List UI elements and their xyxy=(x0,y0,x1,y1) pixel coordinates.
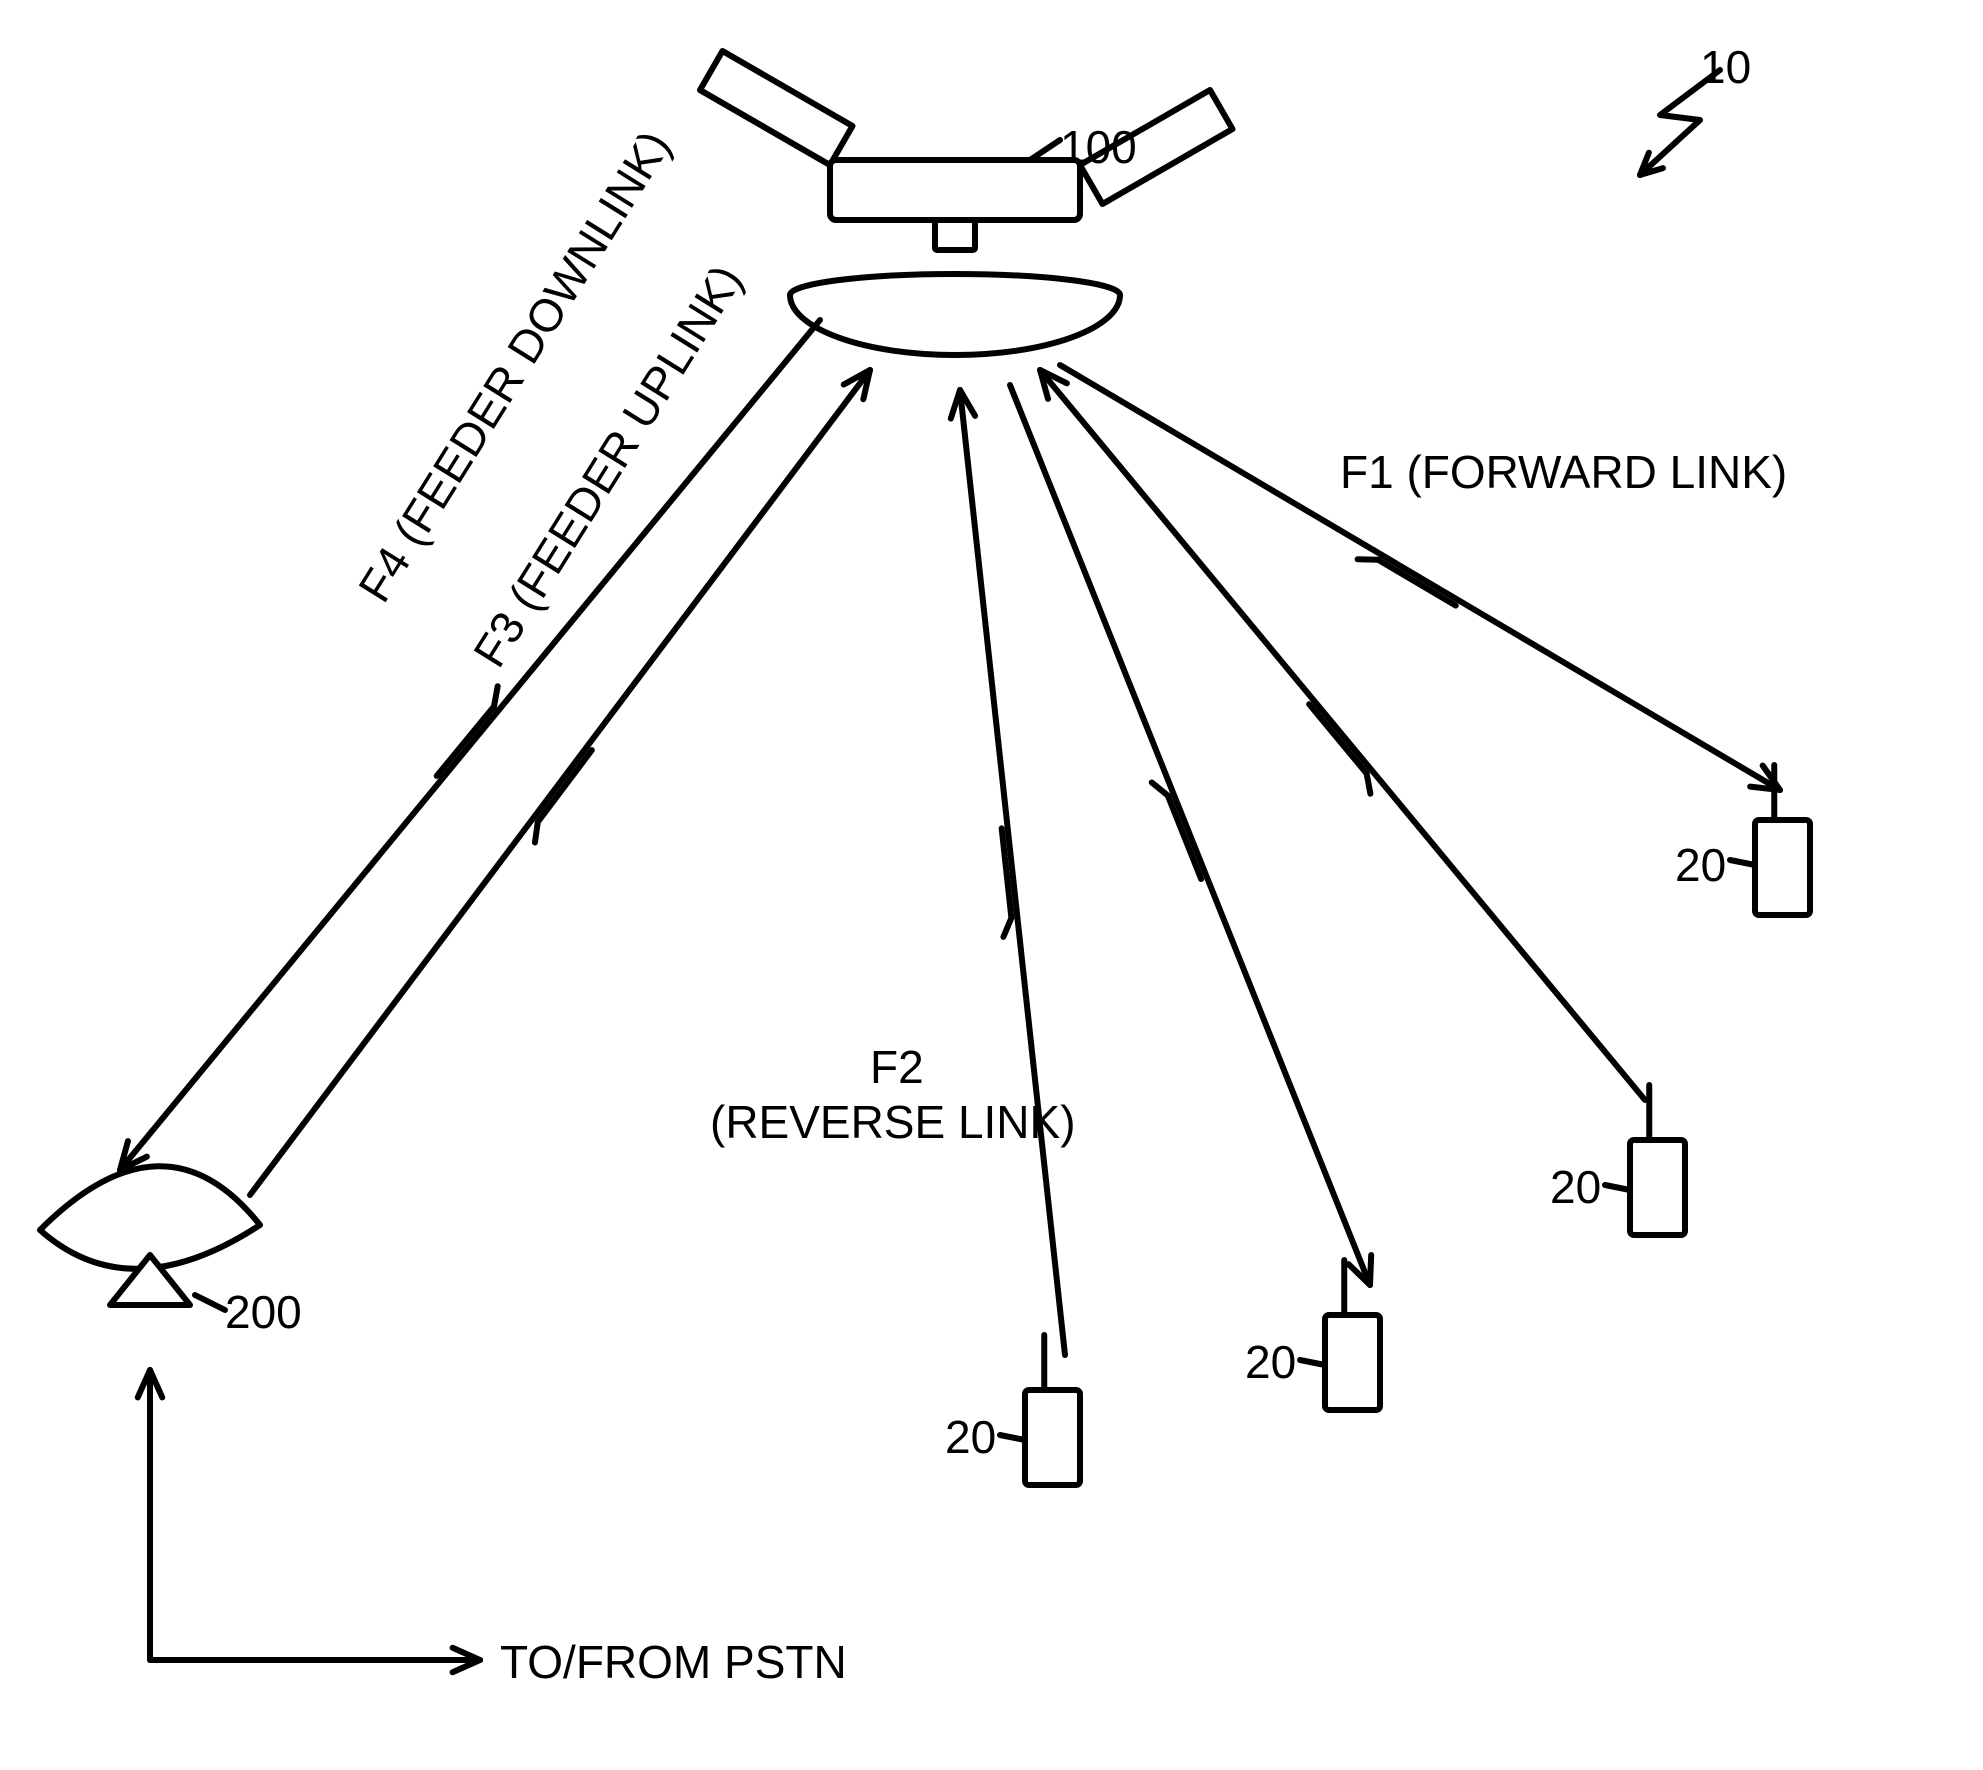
pstn-label: TO/FROM PSTN xyxy=(500,1635,847,1689)
terminal-ref-4: 20 xyxy=(945,1410,996,1464)
gateway-ref-label: 200 xyxy=(225,1285,302,1339)
f2-label-1: F2 xyxy=(870,1040,924,1094)
f1-label: F1 (FORWARD LINK) xyxy=(1340,445,1787,499)
f2-label-2: (REVERSE LINK) xyxy=(710,1095,1076,1149)
satellite-ref-label: 100 xyxy=(1060,120,1137,174)
system-ref-label: 10 xyxy=(1700,40,1751,94)
terminal-ref-2: 20 xyxy=(1550,1160,1601,1214)
terminal-ref-3: 20 xyxy=(1245,1335,1296,1389)
terminal-ref-1: 20 xyxy=(1675,838,1726,892)
